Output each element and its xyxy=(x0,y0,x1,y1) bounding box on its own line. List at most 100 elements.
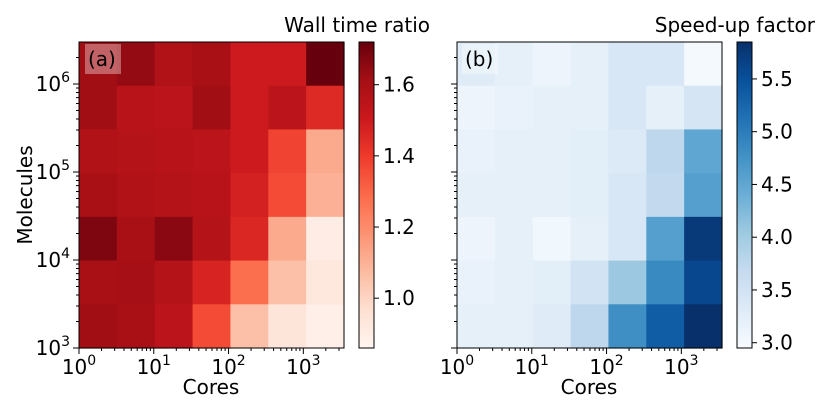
heatmap-cell xyxy=(532,173,572,218)
heatmap-cell xyxy=(306,129,345,174)
heatmap-cell xyxy=(532,304,572,349)
heatmap-cell xyxy=(646,85,685,131)
heatmap-cell xyxy=(494,129,534,174)
colorbar-tick-label: 3.5 xyxy=(761,278,793,302)
heatmap-cell xyxy=(684,216,723,262)
heatmap-cell xyxy=(608,85,647,131)
y-tick-label: 103 xyxy=(36,334,70,360)
heatmap-cell xyxy=(306,304,345,349)
heatmap-cell xyxy=(494,85,534,131)
y-axis-label-a: Molecules xyxy=(13,145,37,244)
heatmap-cell xyxy=(79,129,118,174)
heatmap-cell xyxy=(494,216,534,262)
heatmap-cell xyxy=(268,129,307,174)
panel-label-box-a xyxy=(85,44,121,74)
heatmap-cell xyxy=(608,304,647,349)
heatmap-cell xyxy=(116,85,156,131)
heatmap-cell xyxy=(230,304,269,349)
heatmap-cell xyxy=(79,260,118,305)
heatmap-cell xyxy=(268,260,307,305)
heatmap-cell xyxy=(608,260,647,305)
heatmap-cell xyxy=(570,304,610,349)
colorbar-gradient-b xyxy=(736,41,753,349)
heatmap-cell xyxy=(192,216,232,262)
heatmap-cell xyxy=(570,260,610,305)
heatmap-cell xyxy=(192,260,232,305)
heatmap-cell xyxy=(154,42,194,87)
heatmap-cell xyxy=(116,42,156,87)
panel-b: (b) 100 101 102 103 Cores xyxy=(440,41,723,399)
x-tick-label: 103 xyxy=(664,353,698,379)
heatmap-cell xyxy=(79,216,118,262)
heatmap-cell xyxy=(646,173,685,218)
panel-label-a: (a) xyxy=(88,47,116,71)
heatmap-cell xyxy=(684,304,723,349)
heatmap-cell xyxy=(532,42,572,87)
colorbar-tick-label: 3.0 xyxy=(761,331,793,355)
heatmap-cell xyxy=(570,42,610,87)
panel-label-b: (b) xyxy=(465,47,493,71)
heatmap-cell xyxy=(494,304,534,349)
colorbar-title-a: Wall time ratio xyxy=(284,13,430,37)
heatmap-cell xyxy=(570,173,610,218)
heatmap-cell xyxy=(684,42,723,87)
heatmap-cell xyxy=(532,260,572,305)
heatmap-cell xyxy=(192,129,232,174)
heatmap-cell xyxy=(230,85,269,131)
heatmap-cell xyxy=(646,260,685,305)
x-tick-label: 100 xyxy=(62,353,96,379)
heatmap-cell xyxy=(494,260,534,305)
x-axis-label-a: Cores xyxy=(183,375,240,396)
heatmap-cell xyxy=(79,85,118,131)
x-tick-label: 100 xyxy=(440,353,474,379)
heatmap-cell xyxy=(154,173,194,218)
x-tick-label: 101 xyxy=(137,353,171,379)
heatmap-cell xyxy=(532,85,572,131)
heatmap-cell xyxy=(608,216,647,262)
heatmap-cell xyxy=(154,216,194,262)
heatmap-cell xyxy=(116,129,156,174)
heatmap-cell xyxy=(306,42,345,87)
colorbar-b: 3.0 3.5 4.0 4.5 5.0 5.5 Speed-up factor xyxy=(655,13,816,355)
colorbar-tick-label: 4.5 xyxy=(761,172,793,196)
heatmap-cell xyxy=(79,173,118,218)
heatmap-cell xyxy=(268,42,307,87)
heatmap-cell xyxy=(154,304,194,349)
colorbar-a: 1.0 1.2 1.4 1.6 Wall time ratio xyxy=(284,13,430,349)
heatmap-cell xyxy=(608,42,647,87)
heatmap-cell xyxy=(457,216,496,262)
heatmap-cell xyxy=(306,260,345,305)
heatmap-cell xyxy=(457,42,496,87)
heatmap-cell xyxy=(532,129,572,174)
heatmap-cell xyxy=(684,85,723,131)
heatmap-cell xyxy=(268,173,307,218)
heatmap-cell xyxy=(230,216,269,262)
colorbar-tick-label: 4.0 xyxy=(761,225,793,249)
axis-ticks-b: 100 101 102 103 xyxy=(440,56,718,379)
colorbar-gradient-a xyxy=(358,41,375,349)
heatmap-cell xyxy=(570,216,610,262)
colorbar-ticks-b: 3.0 3.5 4.0 4.5 5.0 5.5 xyxy=(752,67,793,355)
heatmap-cell xyxy=(230,260,269,305)
heatmap-cell xyxy=(608,129,647,174)
heatmap-cell xyxy=(684,260,723,305)
heatmap-cell xyxy=(646,216,685,262)
x-tick-label: 102 xyxy=(589,353,623,379)
heatmap-cell xyxy=(306,216,345,262)
heatmap-cell xyxy=(230,173,269,218)
heatmap-cell xyxy=(306,173,345,218)
colorbar-tick-label: 1.6 xyxy=(383,73,415,97)
heatmap-cell xyxy=(570,129,610,174)
x-tick-label: 103 xyxy=(286,353,320,379)
heatmap-cell xyxy=(494,42,534,87)
colorbar-tick-label: 1.4 xyxy=(383,144,415,168)
heatmap-cell xyxy=(684,173,723,218)
heatmap-cell xyxy=(646,42,685,87)
colorbar-title-b: Speed-up factor xyxy=(655,13,816,37)
heatmap-cell xyxy=(457,260,496,305)
heatmap-cell xyxy=(532,216,572,262)
y-tick-label: 105 xyxy=(36,158,70,184)
heatmap-cell xyxy=(684,129,723,174)
heatmap-cell xyxy=(646,304,685,349)
heatmap-cell xyxy=(230,129,269,174)
